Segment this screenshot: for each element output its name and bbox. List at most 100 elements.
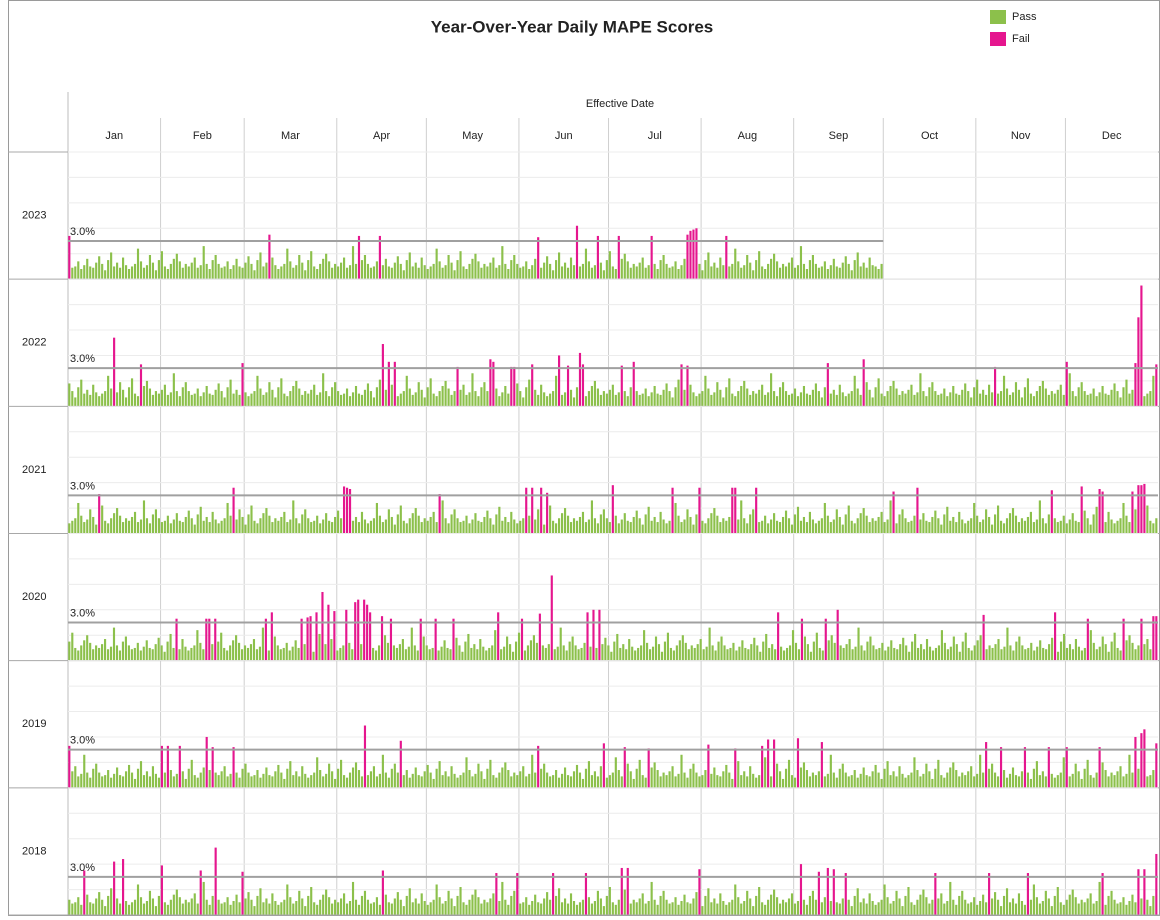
bar — [513, 519, 516, 534]
bar — [196, 388, 199, 407]
bar — [560, 513, 564, 534]
bar — [922, 889, 925, 915]
bar — [883, 768, 886, 788]
bar — [74, 766, 77, 788]
bar — [101, 263, 104, 280]
bar — [566, 365, 570, 407]
bar — [681, 635, 684, 661]
bar — [434, 618, 437, 661]
bar — [504, 516, 507, 534]
bar — [468, 392, 471, 407]
bar — [1065, 523, 1068, 534]
bar — [429, 772, 432, 788]
bar — [319, 523, 322, 534]
bar — [334, 516, 337, 534]
bar — [202, 392, 205, 407]
bar — [731, 263, 734, 280]
bar — [602, 391, 605, 407]
bar — [408, 888, 411, 915]
bar — [1116, 391, 1119, 407]
row-label: 2020 — [22, 591, 46, 603]
bar — [838, 516, 841, 534]
bar — [160, 865, 163, 915]
bar — [913, 757, 916, 788]
bar — [656, 904, 659, 915]
bar — [598, 609, 601, 661]
bar — [184, 382, 187, 407]
bar — [447, 890, 450, 915]
bar — [372, 397, 376, 407]
bar — [1059, 520, 1062, 534]
bar — [399, 740, 402, 788]
bar — [826, 867, 829, 915]
bar — [145, 265, 149, 280]
bar — [1035, 761, 1038, 788]
bar — [665, 263, 668, 280]
bar — [86, 258, 89, 280]
bar — [369, 520, 373, 534]
bar — [928, 771, 931, 788]
bar — [408, 777, 411, 788]
bar — [489, 262, 492, 280]
bar — [479, 639, 482, 661]
bar — [253, 906, 256, 915]
bar — [139, 650, 142, 661]
bar — [1038, 903, 1041, 915]
bar — [405, 770, 408, 788]
bar — [543, 763, 546, 788]
bar — [1077, 771, 1080, 788]
bar — [360, 644, 363, 661]
bar — [214, 847, 217, 915]
bar — [172, 776, 175, 788]
bar — [1062, 394, 1065, 407]
bar — [276, 645, 279, 661]
bar — [988, 768, 991, 788]
bar — [393, 524, 396, 534]
bar — [540, 267, 543, 280]
bar — [71, 391, 74, 407]
bar — [387, 509, 390, 534]
bar — [301, 898, 304, 915]
bar — [175, 391, 178, 407]
bar — [617, 770, 620, 788]
bar — [193, 645, 196, 661]
bar — [913, 904, 916, 915]
bar — [104, 391, 107, 407]
bar — [513, 772, 516, 788]
bar — [1140, 733, 1143, 788]
bar — [136, 522, 140, 534]
bar — [683, 894, 686, 915]
bar — [547, 644, 550, 661]
bar — [130, 902, 134, 915]
bar — [850, 391, 853, 407]
bar — [342, 893, 346, 915]
bar — [958, 511, 961, 534]
bar — [163, 266, 166, 280]
bar — [689, 230, 692, 280]
bar — [351, 392, 355, 407]
bar — [101, 644, 104, 661]
bar — [788, 645, 792, 661]
bar — [728, 378, 731, 407]
bar — [420, 257, 423, 280]
bar — [811, 389, 814, 407]
bar — [86, 772, 89, 788]
bar — [384, 258, 387, 280]
bar — [501, 246, 504, 280]
bar — [671, 266, 674, 280]
bar — [796, 506, 800, 534]
bar — [905, 645, 908, 661]
bar — [411, 266, 414, 280]
bar — [459, 522, 462, 534]
bar — [811, 890, 814, 915]
bar — [241, 516, 244, 534]
bar — [501, 881, 504, 915]
bar — [405, 523, 408, 534]
bar — [781, 516, 785, 534]
bar — [1140, 898, 1143, 915]
bar — [770, 373, 773, 407]
bar — [274, 901, 277, 915]
threshold-label: 3.0% — [70, 862, 95, 874]
bar — [841, 262, 844, 280]
bar — [187, 510, 190, 534]
